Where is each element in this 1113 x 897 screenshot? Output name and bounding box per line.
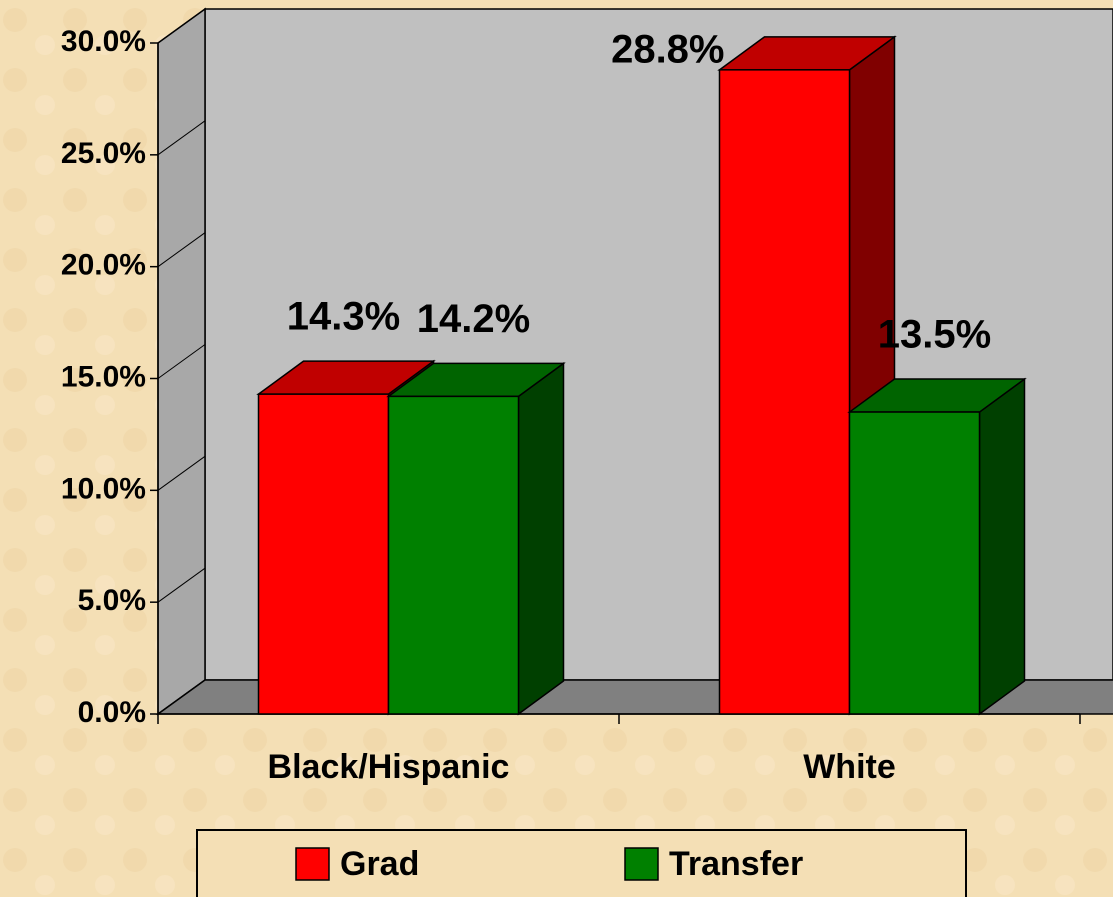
grid-line xyxy=(157,344,206,379)
legend: Grad Transfer xyxy=(196,829,967,897)
value-label: 14.2% xyxy=(417,297,530,341)
y-tick-label: 15.0% xyxy=(61,360,146,393)
bar-front xyxy=(257,393,390,715)
bar-side xyxy=(978,377,1026,716)
legend-label: Transfer xyxy=(669,845,803,883)
grid-line xyxy=(157,232,206,268)
value-label: 13.5% xyxy=(878,313,991,357)
y-tick-label: 30.0% xyxy=(61,25,146,58)
bar xyxy=(847,377,1027,716)
value-label: 28.8% xyxy=(611,27,724,71)
y-tick-label: 25.0% xyxy=(61,137,146,170)
y-tick-label: 0.0% xyxy=(78,696,146,729)
legend-label: Grad xyxy=(340,845,419,883)
bar-side xyxy=(517,361,565,716)
bar-front xyxy=(718,69,851,715)
value-label: 14.3% xyxy=(287,295,400,339)
grid-line xyxy=(157,567,206,603)
bar xyxy=(386,361,566,716)
grid-line xyxy=(157,455,206,491)
bar-front xyxy=(848,411,981,715)
y-tick-label: 10.0% xyxy=(61,472,146,505)
grid-line xyxy=(157,120,206,156)
y-tick-label: 5.0% xyxy=(78,584,146,617)
legend-swatch xyxy=(295,847,330,881)
x-tick-label: White xyxy=(803,748,896,786)
plot-area: 0.0% 5.0% 10.0% 15.0% 20.0% 25.0% 30.0% Black/H… xyxy=(61,7,1113,786)
grid-line xyxy=(157,679,206,715)
grid-line xyxy=(157,8,206,44)
bar-front xyxy=(387,395,520,715)
y-tick-label: 20.0% xyxy=(61,249,146,282)
legend-swatch xyxy=(624,847,659,881)
x-tick-label: Black/Hispanic xyxy=(268,748,510,786)
